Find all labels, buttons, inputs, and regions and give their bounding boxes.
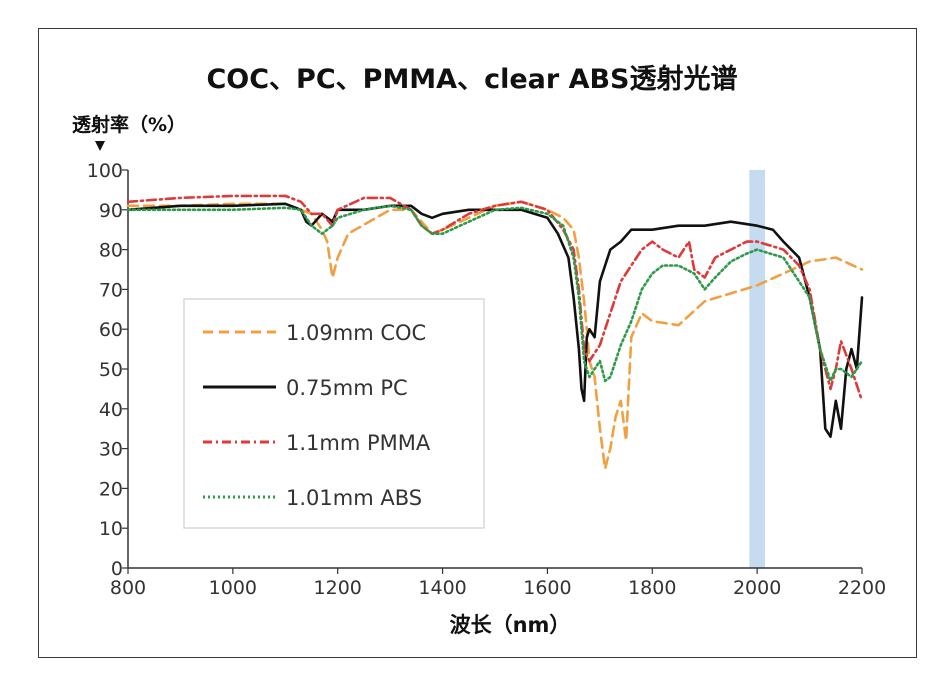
y-tick-label: 70 bbox=[99, 279, 123, 301]
y-axis-arrow-marker bbox=[95, 141, 105, 151]
x-tick-label: 1800 bbox=[628, 577, 676, 599]
y-axis-label: 透射率（%） bbox=[72, 113, 186, 136]
y-tick-label: 50 bbox=[99, 359, 123, 381]
legend-label-1: 0.75mm PC bbox=[286, 376, 408, 400]
x-tick-label: 1200 bbox=[314, 577, 362, 599]
y-tick-label: 10 bbox=[99, 518, 123, 540]
legend-label-3: 1.01mm ABS bbox=[286, 486, 422, 510]
legend-label-2: 1.1mm PMMA bbox=[286, 431, 431, 455]
y-tick-label: 0 bbox=[111, 558, 123, 580]
series-line-3 bbox=[126, 204, 864, 383]
y-tick-label: 100 bbox=[87, 160, 123, 182]
chart-title: COC、PC、PMMA、clear ABS透射光谱 bbox=[206, 63, 737, 95]
y-tick-label: 40 bbox=[99, 399, 123, 421]
x-tick-label: 800 bbox=[110, 577, 146, 599]
y-tick-label: 90 bbox=[99, 200, 123, 222]
legend-box bbox=[183, 298, 485, 529]
x-tick-label: 1000 bbox=[209, 577, 257, 599]
y-tick-label: 30 bbox=[99, 439, 123, 461]
series-line-0 bbox=[126, 200, 864, 470]
x-tick-label: 2000 bbox=[733, 577, 781, 599]
y-tick-label: 20 bbox=[99, 478, 123, 500]
x-tick-label: 2200 bbox=[838, 577, 886, 599]
series-line-2 bbox=[126, 194, 864, 403]
y-tick-label: 80 bbox=[99, 240, 123, 262]
legend-label-0: 1.09mm COC bbox=[286, 321, 426, 345]
x-axis-label: 波长（nm） bbox=[450, 613, 571, 637]
x-tick-label: 1600 bbox=[523, 577, 571, 599]
highlight-band bbox=[749, 170, 766, 568]
x-tick-label: 1400 bbox=[418, 577, 466, 599]
y-tick-label: 60 bbox=[99, 319, 123, 341]
